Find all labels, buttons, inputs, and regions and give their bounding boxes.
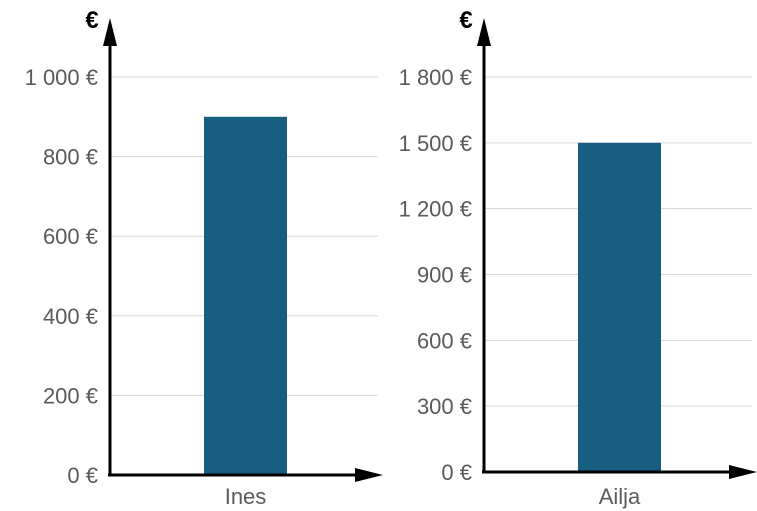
y-axis-arrow	[103, 18, 117, 46]
x-axis-arrow	[355, 468, 383, 482]
y-tick-label: 1 000 €	[25, 65, 98, 90]
y-axis-unit-label: €	[459, 7, 472, 34]
y-tick-label: 600 €	[417, 328, 472, 353]
bar-ines	[204, 116, 287, 476]
y-tick-label: 200 €	[43, 383, 98, 408]
y-tick-label: 1 800 €	[399, 65, 472, 90]
y-tick-label: 400 €	[43, 304, 98, 329]
chart-ailja: 0 € 300 € 600 € 900 € 1 200 € 1 500 € 1 800 € €…	[399, 7, 757, 509]
bar-ailja	[578, 142, 661, 473]
x-category-label: Ailja	[599, 484, 641, 509]
chart-ines: 0 € 200 € 400 € 600 € 800 € 1 000 € € Ines	[25, 7, 383, 509]
y-axis-arrow	[477, 18, 491, 46]
y-tick-label: 300 €	[417, 394, 472, 419]
y-tick-label: 1 500 €	[399, 131, 472, 156]
x-axis-arrow	[729, 465, 757, 479]
y-axis-unit-label: €	[85, 7, 98, 34]
y-tick-label: 0 €	[67, 463, 98, 488]
y-tick-label: 800 €	[43, 145, 98, 170]
y-tick-label: 900 €	[417, 263, 472, 288]
x-category-label: Ines	[225, 484, 267, 509]
y-tick-label: 600 €	[43, 224, 98, 249]
y-tick-label: 1 200 €	[399, 197, 472, 222]
y-tick-label: 0 €	[441, 460, 472, 485]
